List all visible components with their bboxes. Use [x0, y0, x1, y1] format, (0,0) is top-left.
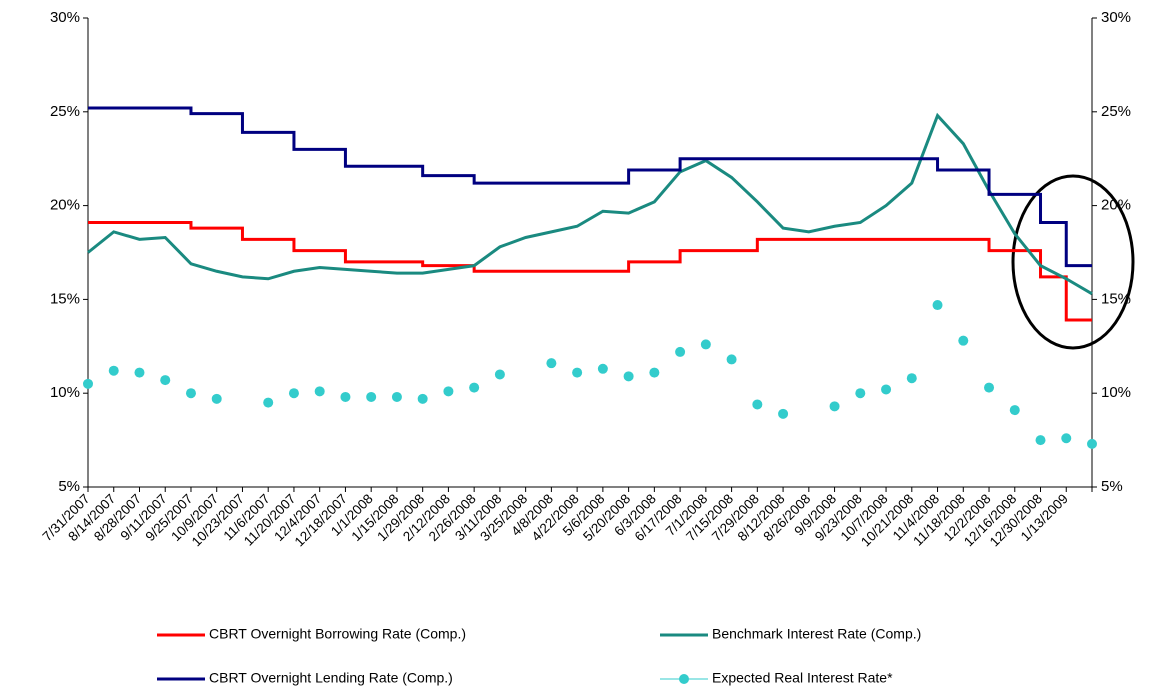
data-point: [494, 369, 505, 380]
data-point: [391, 391, 402, 402]
data-point: [1009, 405, 1020, 416]
y2-tick-label: 20%: [1101, 197, 1131, 214]
data-point: [1087, 438, 1097, 449]
y2-tick-label: 15%: [1101, 290, 1131, 307]
data-point: [546, 358, 557, 369]
legend-label: Benchmark Interest Rate (Comp.): [712, 626, 921, 642]
highlight-ellipse: [1011, 174, 1135, 350]
data-point: [211, 393, 222, 404]
data-point: [623, 371, 634, 382]
y2-tick-label: 25%: [1101, 103, 1131, 120]
y2-tick-label: 5%: [1101, 478, 1123, 495]
data-point: [443, 386, 454, 397]
data-point: [366, 391, 377, 402]
y-tick-label: 5%: [58, 478, 80, 495]
data-point: [726, 354, 737, 365]
data-point: [263, 397, 274, 408]
legend-label: CBRT Overnight Lending Rate (Comp.): [209, 670, 453, 686]
data-point: [984, 382, 995, 393]
data-point: [829, 401, 840, 412]
series-line: [87, 112, 1093, 296]
data-point: [649, 367, 660, 378]
data-point: [752, 399, 763, 410]
data-point: [134, 367, 145, 378]
data-point: [83, 378, 93, 389]
data-point: [597, 363, 608, 374]
y-tick-label: 20%: [50, 197, 80, 214]
y2-tick-label: 10%: [1101, 384, 1131, 401]
y-tick-label: 30%: [50, 9, 80, 26]
y-tick-label: 25%: [50, 103, 80, 120]
data-point: [855, 388, 866, 399]
data-point: [778, 408, 789, 419]
y2-tick-label: 30%: [1101, 9, 1131, 26]
data-point: [881, 384, 892, 395]
data-point: [958, 335, 969, 346]
data-point: [932, 300, 943, 311]
data-point: [675, 346, 686, 357]
data-point: [1061, 433, 1072, 444]
data-point: [1035, 435, 1046, 446]
legend-label: CBRT Overnight Borrowing Rate (Comp.): [209, 626, 466, 642]
data-point: [314, 386, 325, 397]
series-line: [88, 220, 1092, 322]
y-tick-label: 15%: [50, 290, 80, 307]
legend-label: Expected Real Interest Rate*: [712, 670, 893, 686]
y-tick-label: 10%: [50, 384, 80, 401]
series-line: [88, 106, 1092, 268]
data-point: [417, 393, 428, 404]
data-point: [469, 382, 480, 393]
data-point: [160, 375, 171, 386]
data-point: [572, 367, 583, 378]
data-point: [108, 365, 119, 376]
data-point: [906, 373, 917, 384]
data-point: [700, 339, 711, 350]
legend-marker: [679, 674, 689, 684]
data-point: [185, 388, 196, 399]
data-point: [340, 391, 351, 402]
data-point: [288, 388, 299, 399]
